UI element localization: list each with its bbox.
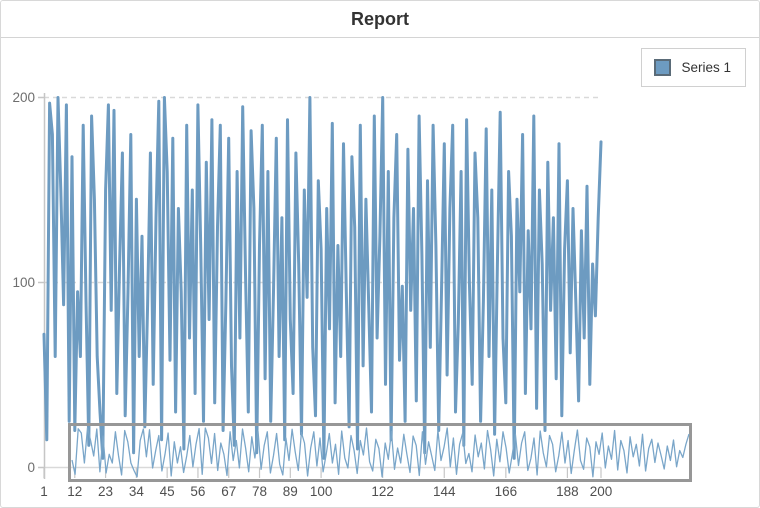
x-axis-label: 144 bbox=[433, 484, 456, 499]
x-axis-label: 12 bbox=[67, 484, 82, 499]
x-axis-label: 166 bbox=[495, 484, 518, 499]
x-axis-label: 1 bbox=[40, 484, 48, 499]
y-axis-label: 0 bbox=[27, 460, 35, 475]
page-title: Report bbox=[351, 8, 409, 29]
chart-header: Report bbox=[1, 1, 759, 38]
y-axis-label: 200 bbox=[12, 90, 35, 105]
series-marker-icon bbox=[654, 59, 672, 76]
series-line bbox=[42, 96, 603, 460]
x-axis-label: 67 bbox=[221, 484, 236, 499]
legend-series-label: Series 1 bbox=[681, 60, 731, 75]
legend-item-series-1[interactable]: Series 1 bbox=[654, 59, 731, 76]
x-axis-label: 56 bbox=[190, 484, 205, 499]
range-selector-box[interactable] bbox=[68, 423, 692, 482]
x-axis-label: 188 bbox=[556, 484, 579, 499]
y-axis-label: 100 bbox=[12, 275, 35, 290]
x-axis-label: 122 bbox=[371, 484, 394, 499]
x-axis-label: 89 bbox=[283, 484, 298, 499]
x-axis-label: 78 bbox=[252, 484, 267, 499]
x-axis-label: 34 bbox=[129, 484, 145, 499]
range-selector-mini-line bbox=[71, 427, 690, 478]
x-axis-label: 100 bbox=[310, 484, 333, 499]
x-axis-label: 45 bbox=[160, 484, 175, 499]
x-axis-label: 200 bbox=[590, 484, 613, 499]
legend: Series 1 bbox=[641, 48, 746, 87]
x-axis-label: 23 bbox=[98, 484, 113, 499]
